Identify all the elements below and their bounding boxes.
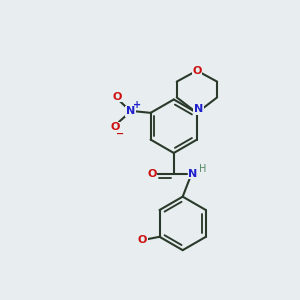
Text: O: O: [138, 235, 147, 245]
Text: +: +: [133, 100, 141, 110]
Text: −: −: [116, 128, 124, 138]
Text: O: O: [147, 169, 157, 179]
Text: H: H: [199, 164, 206, 174]
Text: N: N: [194, 104, 203, 114]
Text: N: N: [188, 169, 198, 179]
Text: N: N: [126, 106, 135, 116]
Text: O: O: [192, 66, 202, 76]
Text: O: O: [112, 92, 122, 101]
Text: O: O: [111, 122, 120, 132]
